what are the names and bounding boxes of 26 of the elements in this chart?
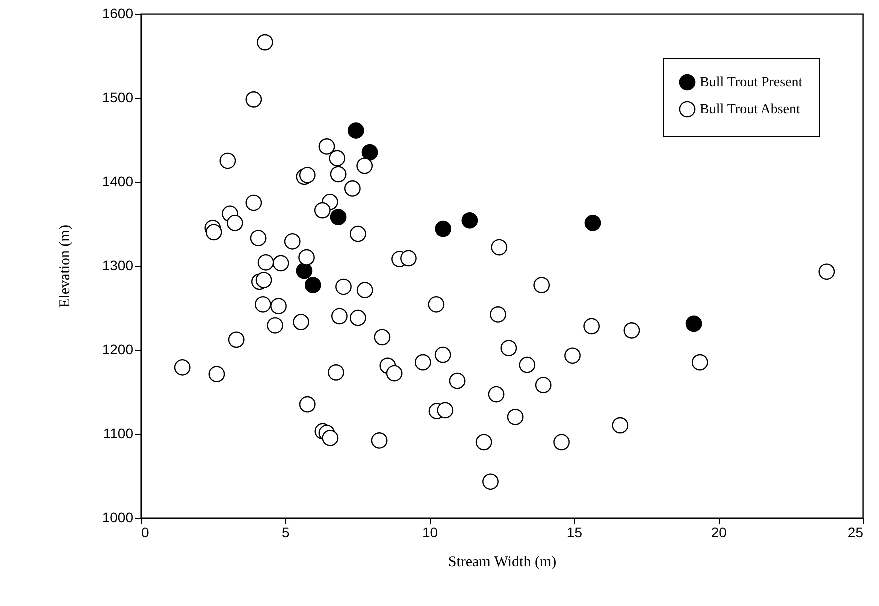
legend-label: Bull Trout Absent bbox=[700, 102, 800, 118]
x-tick-label: 0 bbox=[142, 524, 150, 540]
point bbox=[296, 262, 313, 280]
point bbox=[462, 212, 478, 229]
x-axis-title: Stream Width (m) bbox=[448, 554, 557, 570]
point bbox=[304, 277, 322, 294]
y-tick-label: 1000 bbox=[102, 510, 134, 526]
x-tick-label: 10 bbox=[422, 524, 438, 540]
point bbox=[686, 316, 702, 332]
y-axis-title: Elevation (m) bbox=[57, 225, 74, 308]
point bbox=[348, 122, 364, 139]
point bbox=[362, 144, 378, 161]
x-tick-label: 5 bbox=[282, 524, 290, 540]
legend-label: Bull Trout Present bbox=[700, 76, 803, 90]
y-tick-label: 1600 bbox=[102, 6, 134, 22]
point bbox=[584, 214, 602, 232]
y-tick-label: 1300 bbox=[102, 258, 134, 274]
y-tick-label: 1500 bbox=[102, 90, 134, 106]
x-tick-label: 20 bbox=[711, 524, 728, 540]
x-tick-label: 15 bbox=[566, 524, 583, 540]
point bbox=[435, 220, 452, 238]
point bbox=[330, 209, 347, 226]
y-tick-label: 1200 bbox=[102, 342, 134, 358]
y-tick-label: 1100 bbox=[103, 426, 134, 442]
y-tick-label: 1400 bbox=[102, 174, 134, 190]
x-tick-label: 25 bbox=[848, 524, 864, 540]
